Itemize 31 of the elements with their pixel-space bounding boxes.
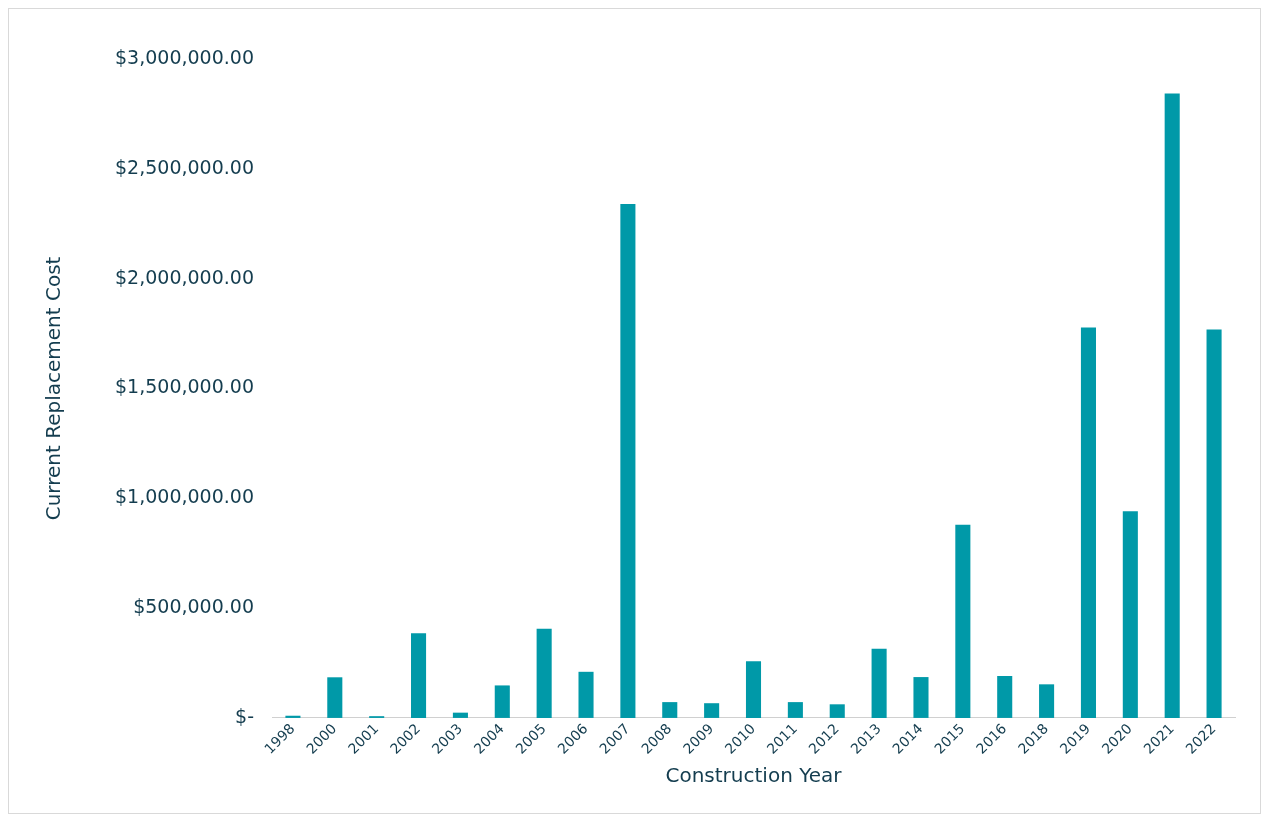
y-tick-label: $3,000,000.00 [114, 45, 254, 68]
y-tick-label: $2,000,000.00 [114, 265, 254, 288]
bar [1122, 511, 1138, 718]
bar [1164, 93, 1180, 718]
bar [997, 675, 1013, 718]
bar [578, 671, 594, 718]
bar [662, 702, 678, 718]
bar [1206, 329, 1222, 718]
bar [620, 203, 636, 718]
bar [494, 685, 510, 718]
y-axis-title: Current Replacement Cost [41, 256, 66, 521]
bar [871, 648, 887, 718]
bar [1080, 327, 1096, 718]
bar [787, 702, 803, 718]
bar [1039, 684, 1055, 718]
bar [913, 677, 929, 718]
bar [745, 661, 762, 718]
bar [536, 628, 552, 718]
bar [829, 704, 845, 718]
y-tick-label: $2,500,000.00 [114, 155, 254, 178]
y-tick-label: $- [235, 704, 254, 727]
bar [452, 712, 468, 718]
y-tick-label: $1,500,000.00 [114, 375, 254, 398]
bar [955, 524, 971, 718]
y-tick-label: $1,000,000.00 [114, 485, 254, 508]
bar [327, 677, 343, 718]
bar [285, 715, 301, 718]
bar [411, 633, 427, 718]
bar [704, 703, 720, 718]
x-axis-title: Construction Year [665, 763, 843, 788]
y-tick-label: $500,000.00 [133, 595, 254, 618]
